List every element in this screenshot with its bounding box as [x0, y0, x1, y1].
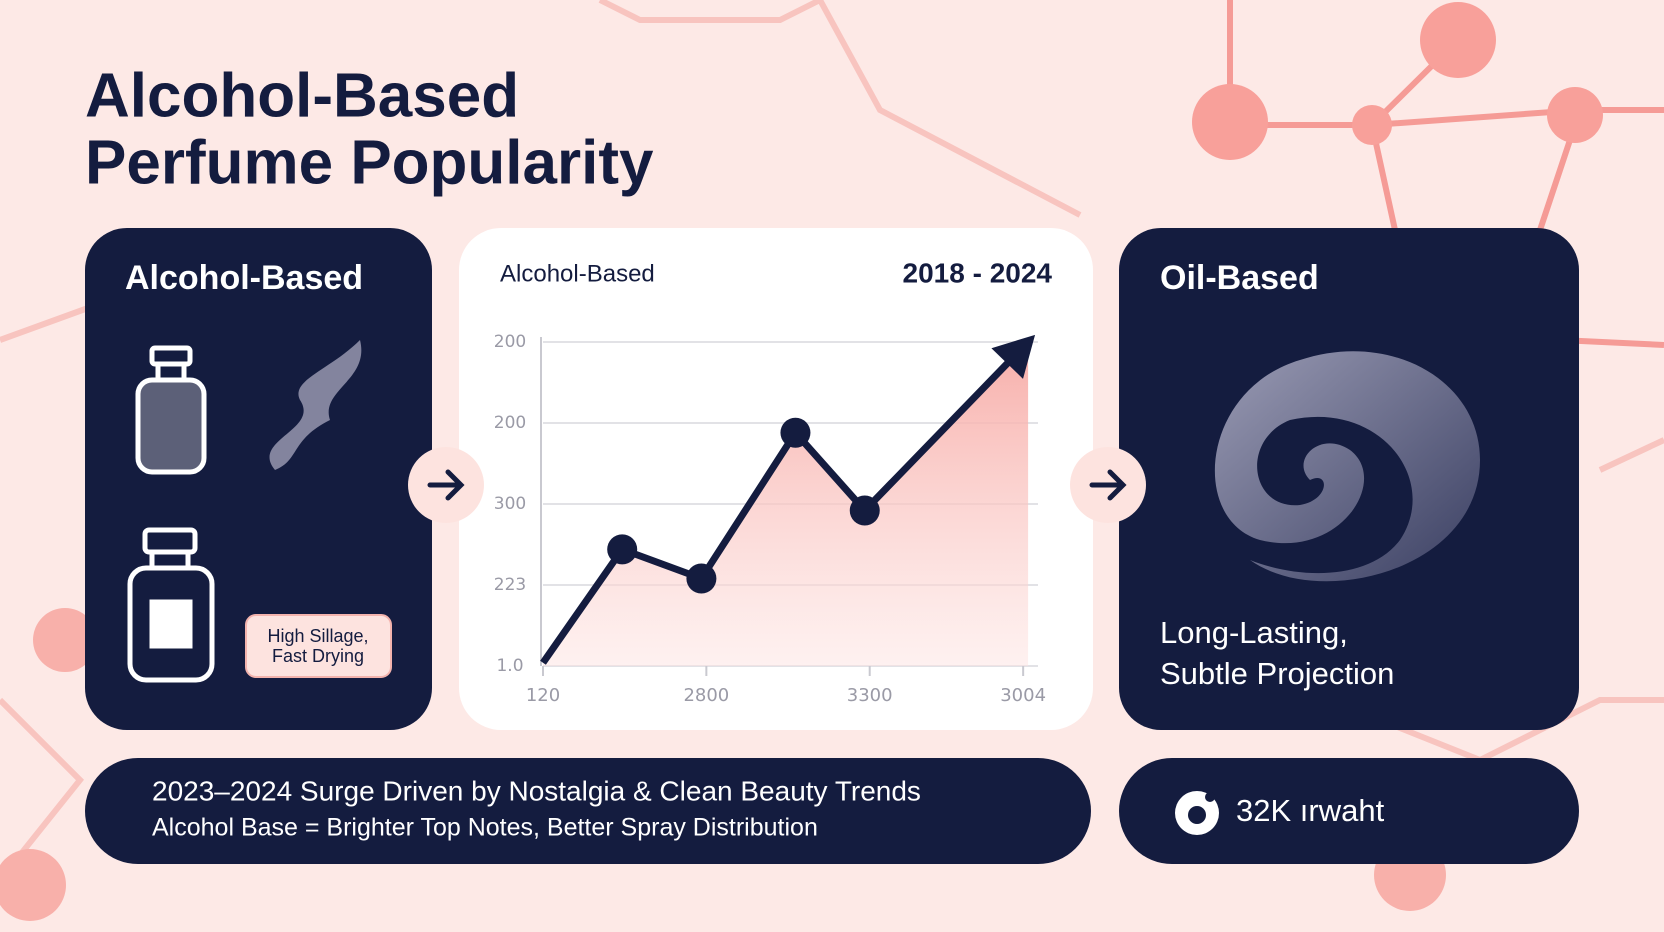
arrow-head [991, 334, 1036, 379]
scent-icon [269, 340, 362, 470]
stat-icon [1175, 791, 1219, 835]
y-tick-label: 200 [494, 332, 526, 352]
swirl-icon [1214, 351, 1480, 582]
footer-line: 2023–2024 Surge Driven by Nostalgia & Cl… [152, 775, 921, 806]
title-line: Perfume Popularity [85, 128, 654, 197]
x-tick-label: 3004 [1000, 685, 1046, 706]
card-line: Subtle Projection [1160, 656, 1394, 691]
y-tick-label: 223 [494, 575, 526, 595]
y-tick-label: 200 [494, 413, 526, 433]
chart-subtitle: 2018 - 2024 [903, 257, 1053, 288]
card-title: Oil-Based [1160, 259, 1319, 297]
bottle-icon [127, 345, 215, 683]
point [686, 563, 717, 594]
arrow-button [408, 447, 1146, 523]
x-tick-label: 2800 [683, 685, 729, 706]
y-tick-label: 300 [494, 494, 526, 514]
line [540, 339, 1031, 665]
left-card: Alcohol-Based High Sillage, Fast Drying [85, 228, 432, 730]
footer-line: Alcohol Base = Brighter Top Notes, Bette… [152, 814, 818, 842]
y-tick-label: 1.0 [496, 656, 523, 676]
card-line: Long-Lasting, [1160, 615, 1348, 650]
plot: 1.0 223 300 200 200 120 2800 3300 3004 [494, 332, 1046, 706]
right-card: Oil-Based Long-Lasting, Subtle Projectio… [1119, 228, 1579, 730]
x-tick-label: 3300 [847, 685, 893, 706]
footer-bar [85, 758, 1091, 864]
point [849, 495, 880, 526]
point [780, 417, 811, 448]
stat-text: 32K ırwaht [1236, 793, 1385, 828]
badge-line: High Sillage, [267, 626, 368, 646]
card-title: Alcohol-Based [125, 259, 363, 297]
title-line: Alcohol-Based [85, 61, 519, 130]
point [607, 534, 638, 565]
area [543, 342, 1029, 666]
badge [245, 614, 392, 678]
stat-bar [1119, 758, 1579, 864]
badge-line: Fast Drying [272, 646, 364, 666]
x-tick-label: 120 [526, 685, 560, 706]
chart-title: Alcohol-Based [500, 260, 655, 287]
